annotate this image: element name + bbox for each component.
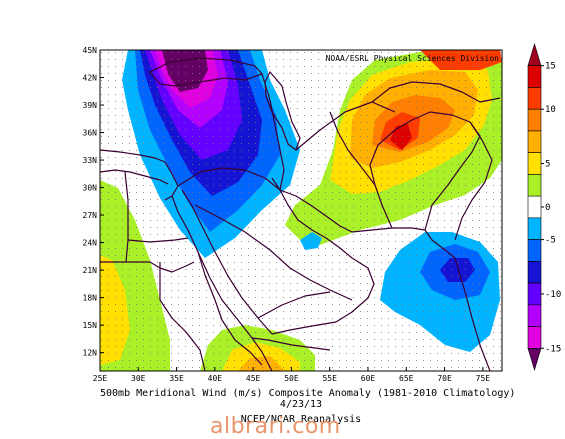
lat-tick-label: 39N xyxy=(83,101,98,110)
border-afghan xyxy=(369,111,481,231)
india-west-coast xyxy=(424,229,491,371)
lon-tick-label: 65E xyxy=(399,374,414,383)
border-egypt-south xyxy=(127,237,189,243)
lon-tick-label: 30E xyxy=(131,374,146,383)
eastern-med-coast xyxy=(100,149,179,201)
lat-tick-label: 24N xyxy=(83,239,98,248)
colorbar: 15 10 5 0 -5 -10 -15 xyxy=(527,42,561,372)
red-sea-west xyxy=(171,195,253,339)
border-libya xyxy=(124,171,129,263)
lat-tick-label: 21N xyxy=(83,266,98,275)
border-yemen xyxy=(257,291,331,319)
lat-tick-label: 30N xyxy=(83,184,98,193)
colorbar-segment xyxy=(527,326,542,349)
colorbar-segment xyxy=(527,108,542,132)
colorbar-segment xyxy=(527,261,542,284)
colorbar-segment xyxy=(527,239,542,262)
red-sea-east xyxy=(181,189,273,335)
colorbar-segment xyxy=(527,174,542,197)
colorbar-segment xyxy=(527,304,542,327)
lat-tick-label: 36N xyxy=(83,129,98,138)
colorbar-tick-label: -5 xyxy=(545,236,556,246)
colorbar-segment xyxy=(527,195,542,219)
colorbar-segment xyxy=(527,347,542,372)
watermark-logo: albrari.com xyxy=(210,414,341,439)
gulf-of-aden xyxy=(251,321,337,351)
plot-frame xyxy=(99,49,503,372)
colorbar-tick-label: 15 xyxy=(545,62,556,72)
colorbar-tick-label: 10 xyxy=(545,105,556,115)
colorbar-segment xyxy=(527,282,542,306)
border-iran-east xyxy=(329,111,393,229)
lat-tick-label: 42N xyxy=(83,74,98,83)
lat-tick-label: 18N xyxy=(83,294,98,303)
lat-tick-label: 12N xyxy=(83,349,98,358)
border-sudan xyxy=(100,261,206,371)
border-central-asia xyxy=(371,81,501,103)
border-ethiopia xyxy=(197,251,263,366)
border-iran-west xyxy=(261,73,285,191)
data-source: NCEP/NCAR Reanalysis xyxy=(240,414,362,425)
border-pakistan xyxy=(454,121,493,241)
credit-label: NOAA/ESRL Physical Sciences Division xyxy=(326,54,500,63)
lon-tick-label: 25E xyxy=(93,374,108,383)
chart-date: 4/23/13 xyxy=(279,399,323,410)
colorbar-tick-label: -10 xyxy=(545,290,561,300)
colorbar-tick-label: 5 xyxy=(545,160,550,170)
lon-tick-label: 75E xyxy=(476,374,491,383)
colorbar-segment xyxy=(527,217,542,240)
lon-tick-label: 40E xyxy=(208,374,223,383)
lat-tick-label: 15N xyxy=(83,321,98,330)
lon-tick-label: 60E xyxy=(361,374,376,383)
lon-tick-label: 45E xyxy=(246,374,261,383)
lon-tick-label: 35E xyxy=(169,374,184,383)
colorbar-segment xyxy=(527,65,542,88)
lat-tick-label: 27N xyxy=(83,211,98,220)
colorbar-segment xyxy=(527,87,542,110)
lon-tick-label: 55E xyxy=(322,374,337,383)
somalia-coast xyxy=(251,337,273,371)
colorbar-tick-label: -15 xyxy=(545,344,561,354)
lat-tick-label: 45N xyxy=(83,46,98,55)
black-sea-coast xyxy=(149,57,263,87)
lon-tick-label: 70E xyxy=(437,374,452,383)
border-turkmen xyxy=(295,101,396,151)
colorbar-segment xyxy=(527,42,542,67)
axis-ticks: 25E 30E 35E 40E 45E 50E 55E 60E 65E 70E 75E 12N 15N 1… xyxy=(83,46,491,383)
coastlines-and-borders xyxy=(100,57,501,371)
chart-title: 500mb Meridional Wind (m/s) Composite An… xyxy=(100,388,516,399)
colorbar-tick-label: 0 xyxy=(545,203,550,213)
persian-gulf-east xyxy=(279,189,353,233)
lat-tick-label: 33N xyxy=(83,156,98,165)
border-arabia-interior xyxy=(194,204,353,301)
caspian-sea-coast xyxy=(264,71,301,151)
colorbar-segment xyxy=(527,130,542,153)
nile-delta-coast xyxy=(100,169,169,185)
arabia-coast xyxy=(271,177,375,323)
contour-fill-layer xyxy=(100,50,502,371)
lon-tick-label: 50E xyxy=(284,374,299,383)
colorbar-segment xyxy=(527,152,542,175)
border-levant xyxy=(177,167,281,191)
